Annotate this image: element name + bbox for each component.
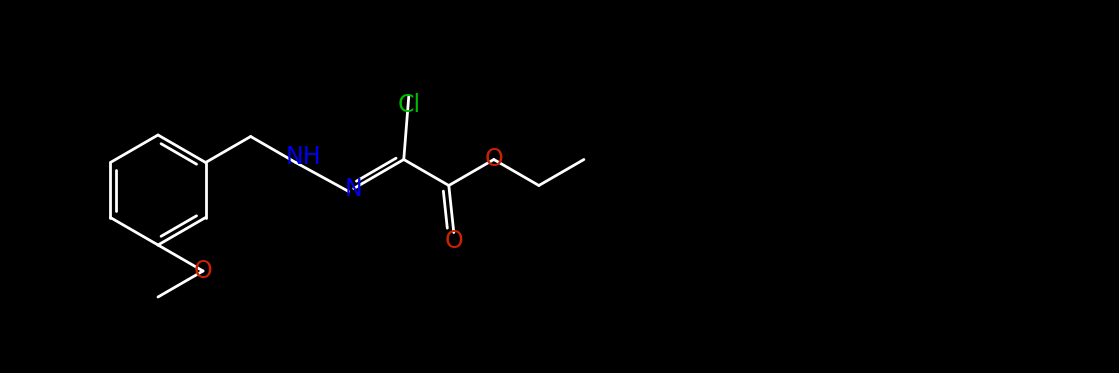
Text: O: O [485, 147, 504, 172]
Text: NH: NH [285, 145, 321, 169]
Text: Cl: Cl [397, 93, 421, 116]
Text: N: N [345, 176, 363, 201]
Text: O: O [444, 229, 463, 253]
Text: O: O [194, 259, 213, 283]
